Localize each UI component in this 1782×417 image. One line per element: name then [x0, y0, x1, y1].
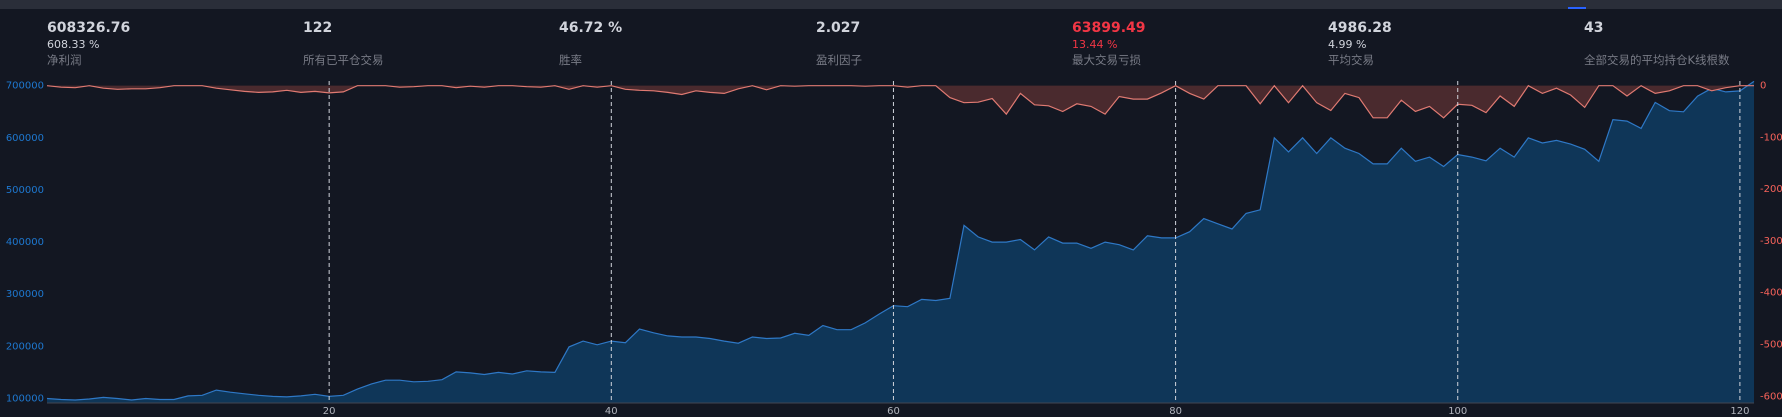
- top-bar: [0, 0, 1782, 9]
- x-tick-label: 60: [887, 406, 900, 417]
- area-line: [46, 84, 1754, 119]
- x-tick-label: 120: [1730, 406, 1749, 417]
- stat-label: 盈利因子: [816, 53, 862, 67]
- stat: 122 所有已平仓交易: [303, 20, 543, 68]
- y2-tick-label: -10000: [1760, 132, 1782, 143]
- stat-value: 46.72 %: [559, 20, 623, 36]
- stat-value: 4986.28: [1328, 20, 1392, 36]
- stat-label: 最大交易亏损: [1072, 53, 1141, 67]
- y-tick-label: 500000: [6, 185, 44, 196]
- y2-tick-label: -50000: [1760, 340, 1782, 351]
- stat-value: 122: [303, 20, 333, 36]
- y-tick-label: 100000: [6, 393, 44, 404]
- x-tick-label: 40: [605, 406, 618, 417]
- tab-indicator: [1568, 7, 1586, 9]
- y-tick-label: 600000: [6, 133, 44, 144]
- stat-value: 608326.76: [47, 20, 131, 36]
- y-tick-label: 700000: [6, 81, 44, 92]
- stat: 63899.49 13.44 % 最大交易亏损: [1072, 20, 1312, 68]
- y2-tick-label: -40000: [1760, 288, 1782, 299]
- x-tick-label: 100: [1448, 406, 1467, 417]
- stat-value: 63899.49: [1072, 20, 1146, 36]
- stat-label: 平均交易: [1328, 53, 1374, 67]
- stat: 608326.76 608.33 % 净利润: [47, 20, 287, 68]
- stat-label: 胜率: [559, 53, 582, 67]
- stat-sub: 608.33 %: [47, 38, 100, 51]
- stat-value: 2.027: [816, 20, 861, 36]
- stat-sub: 13.44 %: [1072, 38, 1118, 51]
- y2-tick-label: -30000: [1760, 236, 1782, 247]
- stat-value: 43: [1584, 20, 1604, 36]
- x-tick-label: 20: [323, 406, 336, 417]
- stat: 43 全部交易的平均持仓K线根数: [1584, 20, 1782, 68]
- y-tick-label: 200000: [6, 341, 44, 352]
- y2-tick-label: -20000: [1760, 184, 1782, 195]
- area-fill: [47, 81, 1754, 404]
- stat: 4986.28 4.99 % 平均交易: [1328, 20, 1568, 68]
- y2-tick-label: -60000: [1760, 391, 1782, 402]
- y-tick-label: 400000: [6, 237, 44, 248]
- stat-sub: 4.99 %: [1328, 38, 1367, 51]
- y-tick-label: 300000: [6, 289, 44, 300]
- area-line: [46, 80, 1755, 401]
- stat: 2.027 盈利因子: [816, 20, 1056, 68]
- x-tick-label: 80: [1169, 406, 1182, 417]
- area-fill: [47, 85, 1754, 118]
- y2-tick-label: 0: [1760, 81, 1766, 92]
- stat-label: 全部交易的平均持仓K线根数: [1584, 53, 1730, 67]
- stat: 46.72 % 胜率: [559, 20, 799, 68]
- stat-label: 净利润: [47, 53, 82, 67]
- stat-label: 所有已平仓交易: [303, 53, 384, 67]
